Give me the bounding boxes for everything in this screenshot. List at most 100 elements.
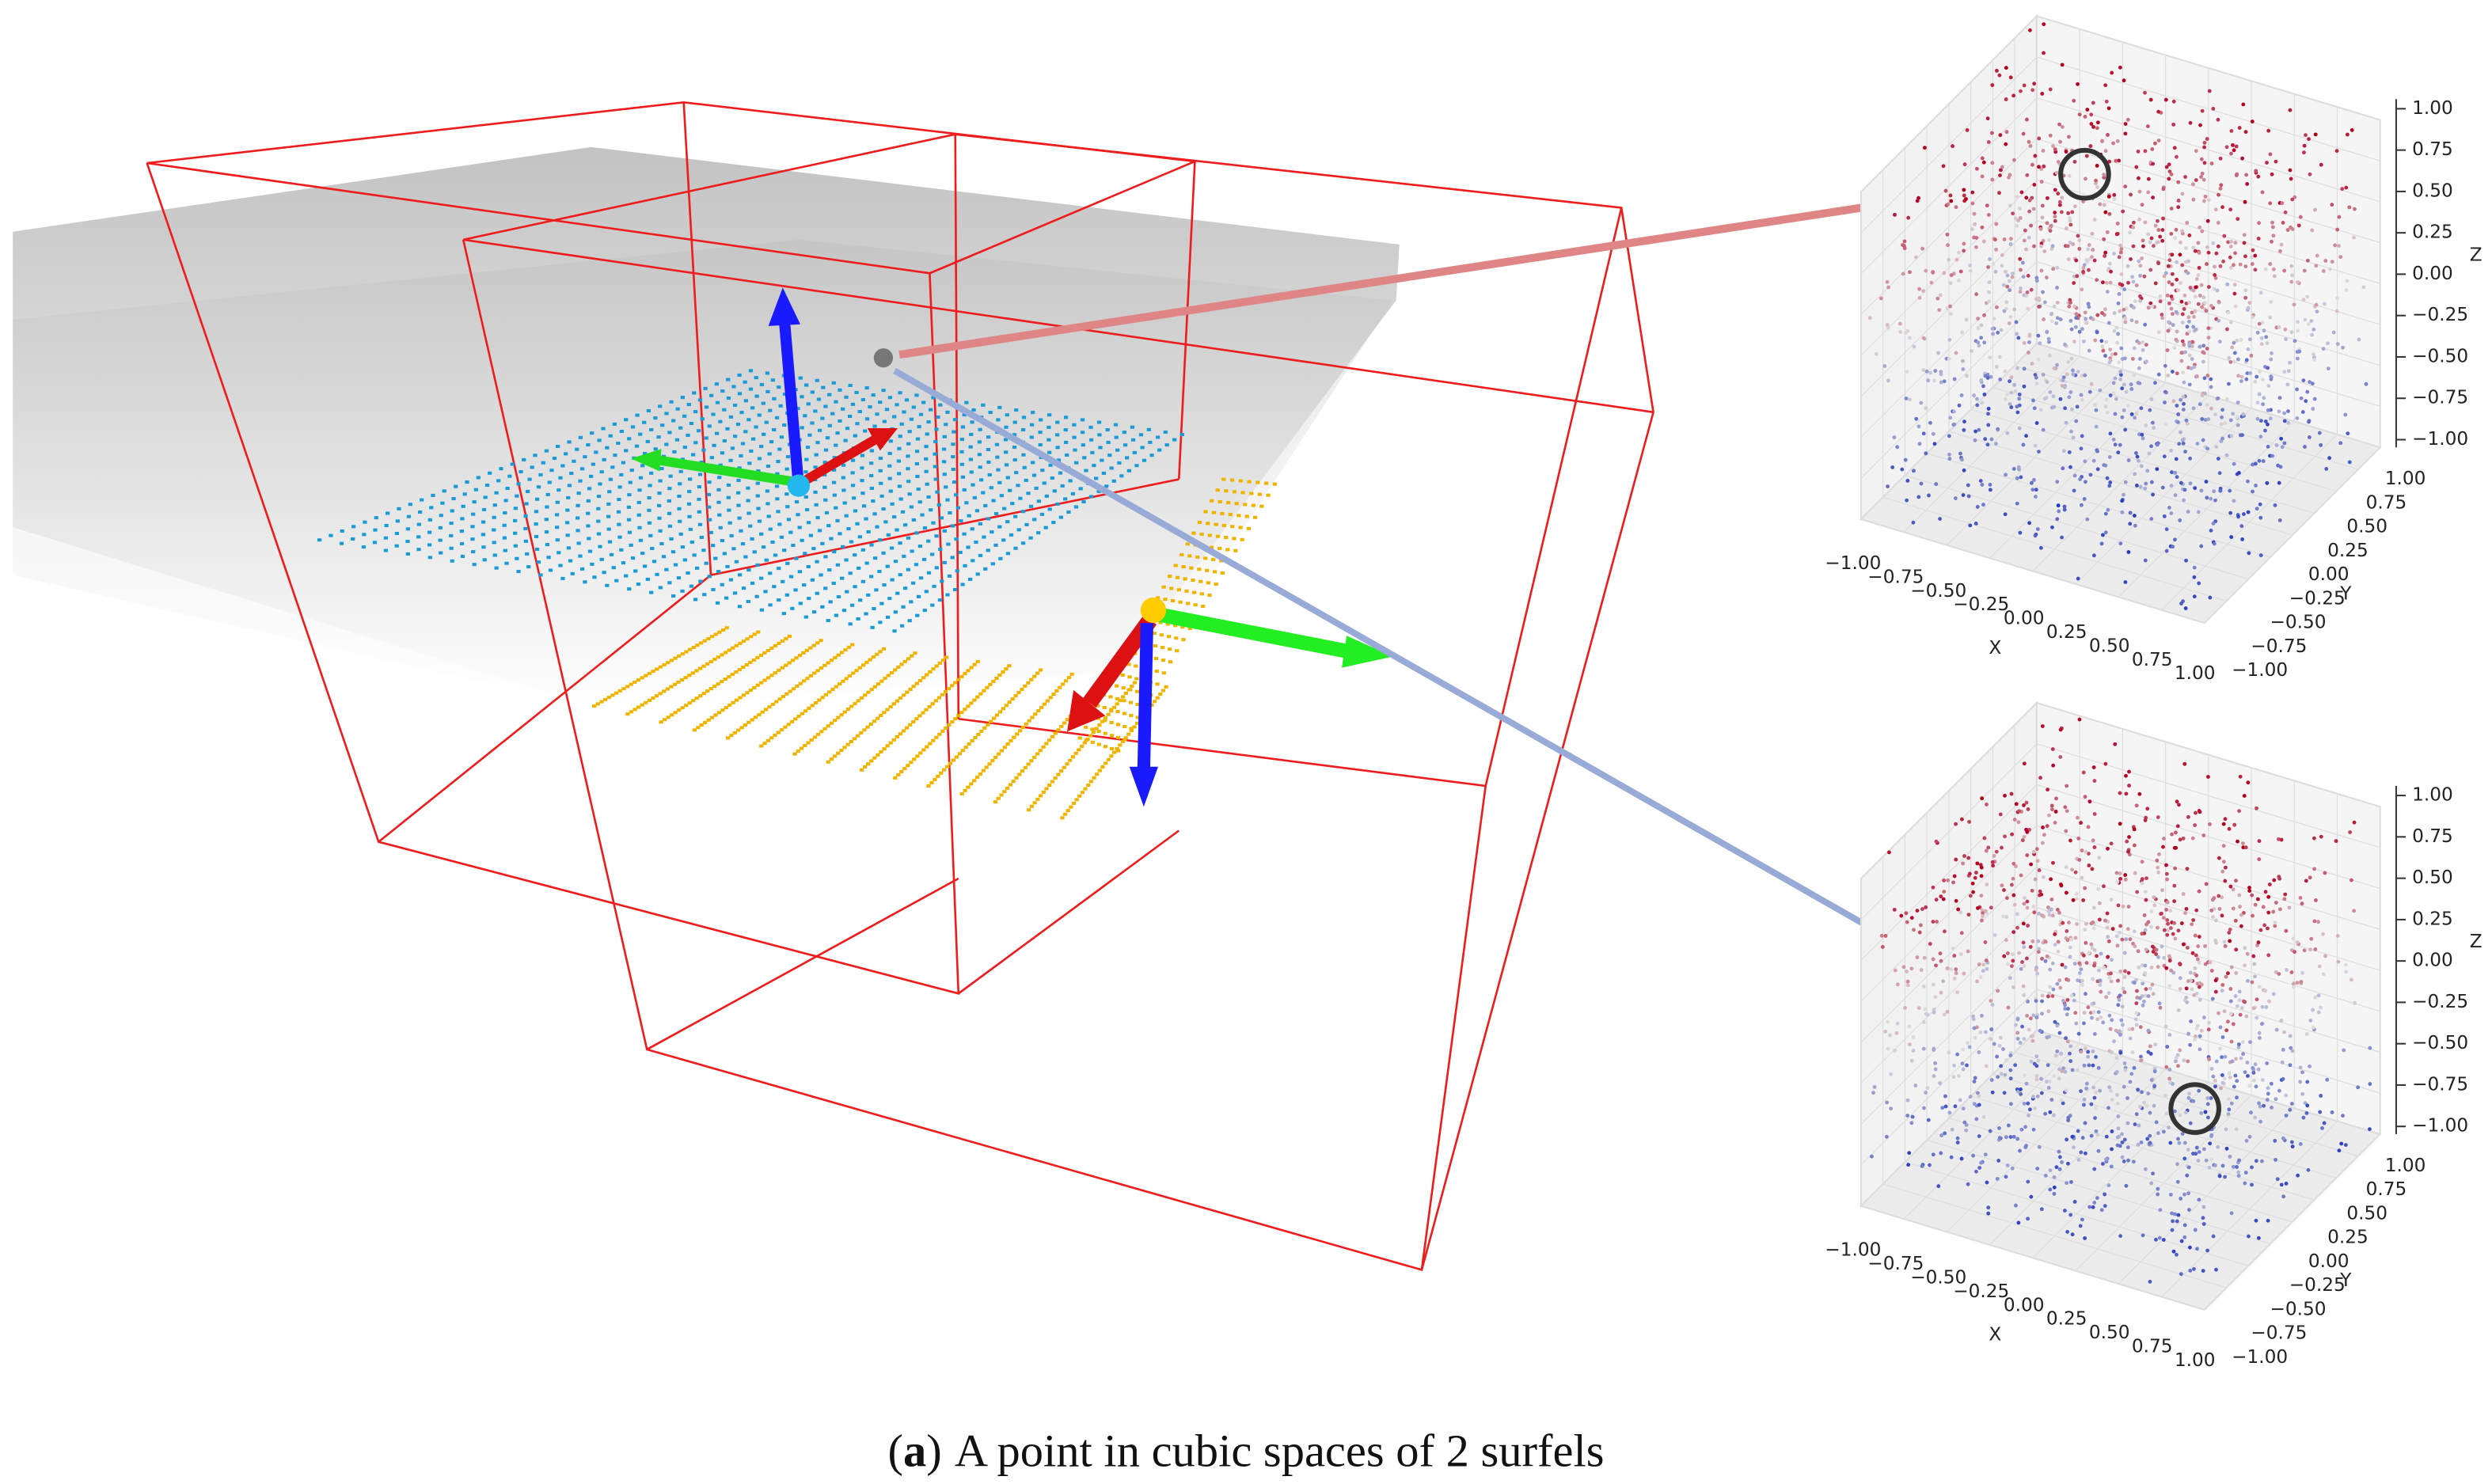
grid-dot	[751, 658, 756, 662]
scatter-point	[2263, 890, 2268, 894]
scatter-point	[1908, 270, 1912, 275]
grid-dot	[1134, 464, 1139, 468]
y-tick-label: −1.00	[2232, 659, 2288, 681]
scatter-point	[2261, 905, 2266, 909]
grid-dot	[658, 529, 663, 533]
scatter-point	[2152, 1103, 2156, 1108]
grid-dot	[863, 693, 868, 697]
scatter-point	[2089, 1133, 2094, 1138]
grid-dot	[929, 780, 934, 784]
grid-dot	[1138, 433, 1144, 437]
scatter-point	[1992, 853, 1996, 858]
grid-dot	[686, 433, 690, 437]
grid-dot	[914, 393, 919, 397]
scatter-point	[2343, 412, 2348, 417]
scatter-point	[2224, 1146, 2229, 1151]
grid-dot	[931, 396, 936, 400]
grid-dot	[676, 576, 682, 580]
grid-dot	[572, 459, 576, 463]
scatter-point	[2092, 1031, 2097, 1036]
grid-dot	[904, 398, 910, 402]
scatter-point	[2218, 1025, 2223, 1030]
pane-grid	[1970, 82, 2315, 514]
grid-dot	[693, 410, 698, 414]
scatter-point	[2246, 780, 2251, 785]
grid-dot	[694, 696, 699, 700]
grid-dot	[624, 449, 629, 453]
grid-dot	[879, 602, 884, 605]
grid-dot	[720, 538, 725, 543]
scatter-point	[1903, 457, 1908, 462]
grid-dot	[611, 566, 616, 570]
grid-dot	[1014, 408, 1019, 412]
scatter-point	[2158, 234, 2163, 239]
scatter-point	[2171, 1082, 2175, 1086]
scatter-point	[2051, 763, 2056, 768]
scatter-point	[2298, 214, 2303, 219]
grid-dot	[1149, 703, 1154, 707]
grid-dot	[799, 746, 804, 750]
scatter-point	[2099, 989, 2103, 994]
scatter-point	[1893, 212, 1897, 217]
scatter-point	[2194, 277, 2199, 281]
grid-dot	[813, 465, 818, 469]
scatter-point	[2003, 1072, 2008, 1077]
scatter-point	[2257, 1030, 2262, 1035]
scatter-point	[2041, 875, 2046, 879]
grid-dot	[649, 427, 654, 431]
grid-dot	[1073, 751, 1078, 755]
scatter-point	[2146, 1091, 2151, 1096]
grid-dot	[1149, 454, 1154, 457]
grid-dot	[705, 689, 710, 693]
grid-dot	[889, 546, 895, 550]
scatter-point	[2310, 381, 2315, 386]
scatter-point	[2109, 898, 2114, 902]
grid-dot	[765, 648, 771, 652]
scatter-point	[2052, 1113, 2056, 1118]
scatter-point	[2123, 580, 2128, 584]
scatter-point	[2002, 1091, 2007, 1095]
grid-dot	[1058, 515, 1063, 519]
scatter-point	[2237, 893, 2242, 898]
scatter-point	[1897, 321, 1902, 326]
scatter-point	[1916, 495, 1921, 499]
grid-dot	[782, 423, 787, 427]
scatter-point	[2209, 1066, 2214, 1071]
grid-dot	[1103, 761, 1108, 765]
scatter-point	[2156, 261, 2161, 266]
scatter-point	[1874, 351, 1878, 356]
grid-dot	[607, 490, 612, 494]
scatter-point	[2070, 407, 2074, 412]
scatter-point	[2236, 374, 2240, 378]
grid-dot	[646, 408, 651, 413]
grid-dot	[1084, 738, 1088, 742]
scatter-point	[1979, 323, 1984, 328]
scatter-point	[2190, 340, 2195, 344]
grid-dot	[642, 452, 648, 456]
grid-dot	[481, 545, 486, 549]
scatter-point	[2255, 330, 2260, 335]
scatter-point	[2319, 1005, 2323, 1010]
scatter-point	[1895, 445, 1900, 450]
grid-dot	[1080, 418, 1085, 422]
scatter-point	[2316, 920, 2320, 924]
grid-dot	[885, 615, 891, 619]
scatter-point	[2176, 288, 2180, 293]
grid-dot	[1073, 505, 1079, 509]
scatter-point	[2105, 476, 2110, 480]
grid-dot	[906, 764, 910, 768]
grid-dot	[746, 486, 750, 490]
scatter-point	[2368, 1127, 2372, 1132]
scatter-point	[2196, 241, 2201, 245]
grid-dot	[554, 526, 560, 529]
grid-dot	[1135, 715, 1140, 719]
scatter-point	[2232, 283, 2237, 287]
grid-dot	[735, 423, 741, 427]
grid-dot	[774, 484, 780, 488]
grid-dot	[878, 538, 883, 542]
grid-dot	[1132, 725, 1137, 729]
grid-dot	[768, 571, 773, 575]
grid-dot	[773, 643, 778, 647]
scatter-point	[2251, 248, 2255, 252]
grid-dot	[736, 503, 741, 507]
